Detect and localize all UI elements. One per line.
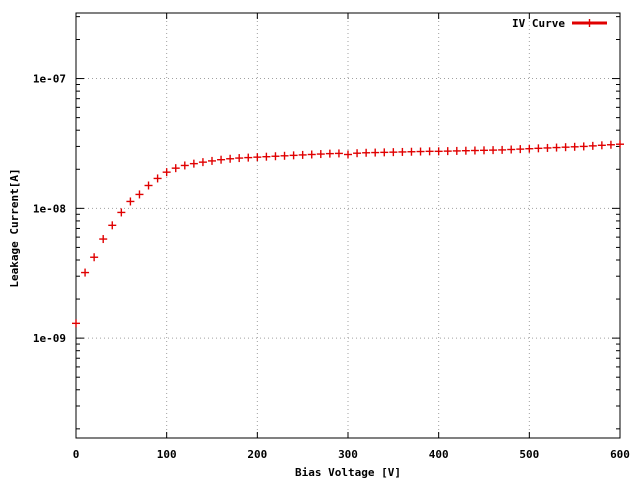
axis-ticks (75, 13, 621, 438)
data-point (579, 142, 588, 151)
data-point (262, 152, 271, 161)
data-point (434, 147, 443, 156)
data-point (543, 143, 552, 152)
data-point (344, 150, 352, 159)
data-point (597, 141, 606, 150)
data-point (516, 145, 525, 154)
y-axis-label: Leakage Current[A] (8, 168, 21, 287)
data-point (398, 147, 407, 156)
data-point (480, 146, 488, 155)
data-point (280, 151, 289, 160)
data-point (561, 143, 570, 152)
data-point (144, 181, 153, 190)
data-point (81, 268, 90, 277)
data-point (271, 152, 280, 161)
data-point (244, 153, 253, 162)
x-tick-label: 300 (338, 448, 358, 461)
data-point (235, 154, 244, 163)
data-point (362, 148, 371, 157)
data-point (217, 155, 226, 164)
data-point (588, 141, 597, 150)
data-point (316, 150, 325, 159)
data-point (226, 154, 235, 163)
data-point (162, 168, 171, 177)
data-point (470, 146, 479, 155)
x-tick-labels: 0 100 200 300 400 500 600 (73, 448, 630, 461)
x-tick-label: 400 (429, 448, 449, 461)
data-point (443, 147, 452, 156)
y-tick-label: 1e-08 (33, 202, 66, 215)
data-point (552, 143, 561, 152)
data-point (353, 149, 362, 158)
y-tick-labels: 1e-09 1e-08 1e-07 (33, 73, 66, 346)
data-point (135, 190, 144, 199)
data-point (461, 146, 470, 155)
data-point (208, 156, 216, 165)
data-point (389, 148, 398, 157)
x-axis-label: Bias Voltage [V] (295, 466, 401, 479)
data-point (416, 147, 425, 156)
x-tick-label: 200 (247, 448, 267, 461)
data-point (72, 319, 80, 328)
data-point (90, 253, 99, 262)
y-tick-label: 1e-09 (33, 332, 66, 345)
data-point (117, 208, 126, 217)
data-point (498, 145, 507, 154)
data-point (198, 158, 207, 167)
grid-lines (76, 13, 620, 438)
data-point (334, 149, 343, 158)
x-tick-label: 0 (73, 448, 80, 461)
data-point (525, 144, 534, 153)
data-point (289, 151, 298, 160)
data-point (325, 149, 334, 158)
data-point (180, 161, 189, 170)
data-point (606, 140, 615, 149)
data-points (72, 140, 624, 328)
data-point (189, 159, 198, 168)
data-point (298, 150, 307, 159)
x-tick-label: 600 (610, 448, 630, 461)
data-point (616, 140, 624, 149)
data-point (108, 221, 117, 230)
data-point (507, 145, 516, 154)
legend: IV Curve (512, 17, 607, 30)
data-point (99, 235, 108, 244)
x-tick-label: 100 (157, 448, 177, 461)
data-point (153, 174, 162, 183)
data-point (425, 147, 434, 156)
data-point (380, 148, 389, 157)
data-point (407, 147, 416, 156)
data-point (126, 197, 135, 206)
data-point (371, 148, 380, 157)
legend-label: IV Curve (512, 17, 565, 30)
data-point (253, 153, 262, 162)
data-point (307, 150, 316, 159)
data-point (489, 146, 498, 155)
data-point (171, 164, 180, 173)
legend-marker (585, 19, 594, 27)
y-tick-label: 1e-07 (33, 73, 66, 86)
x-tick-label: 500 (519, 448, 539, 461)
data-point (534, 144, 543, 153)
data-point (570, 142, 579, 151)
data-point (452, 146, 461, 155)
